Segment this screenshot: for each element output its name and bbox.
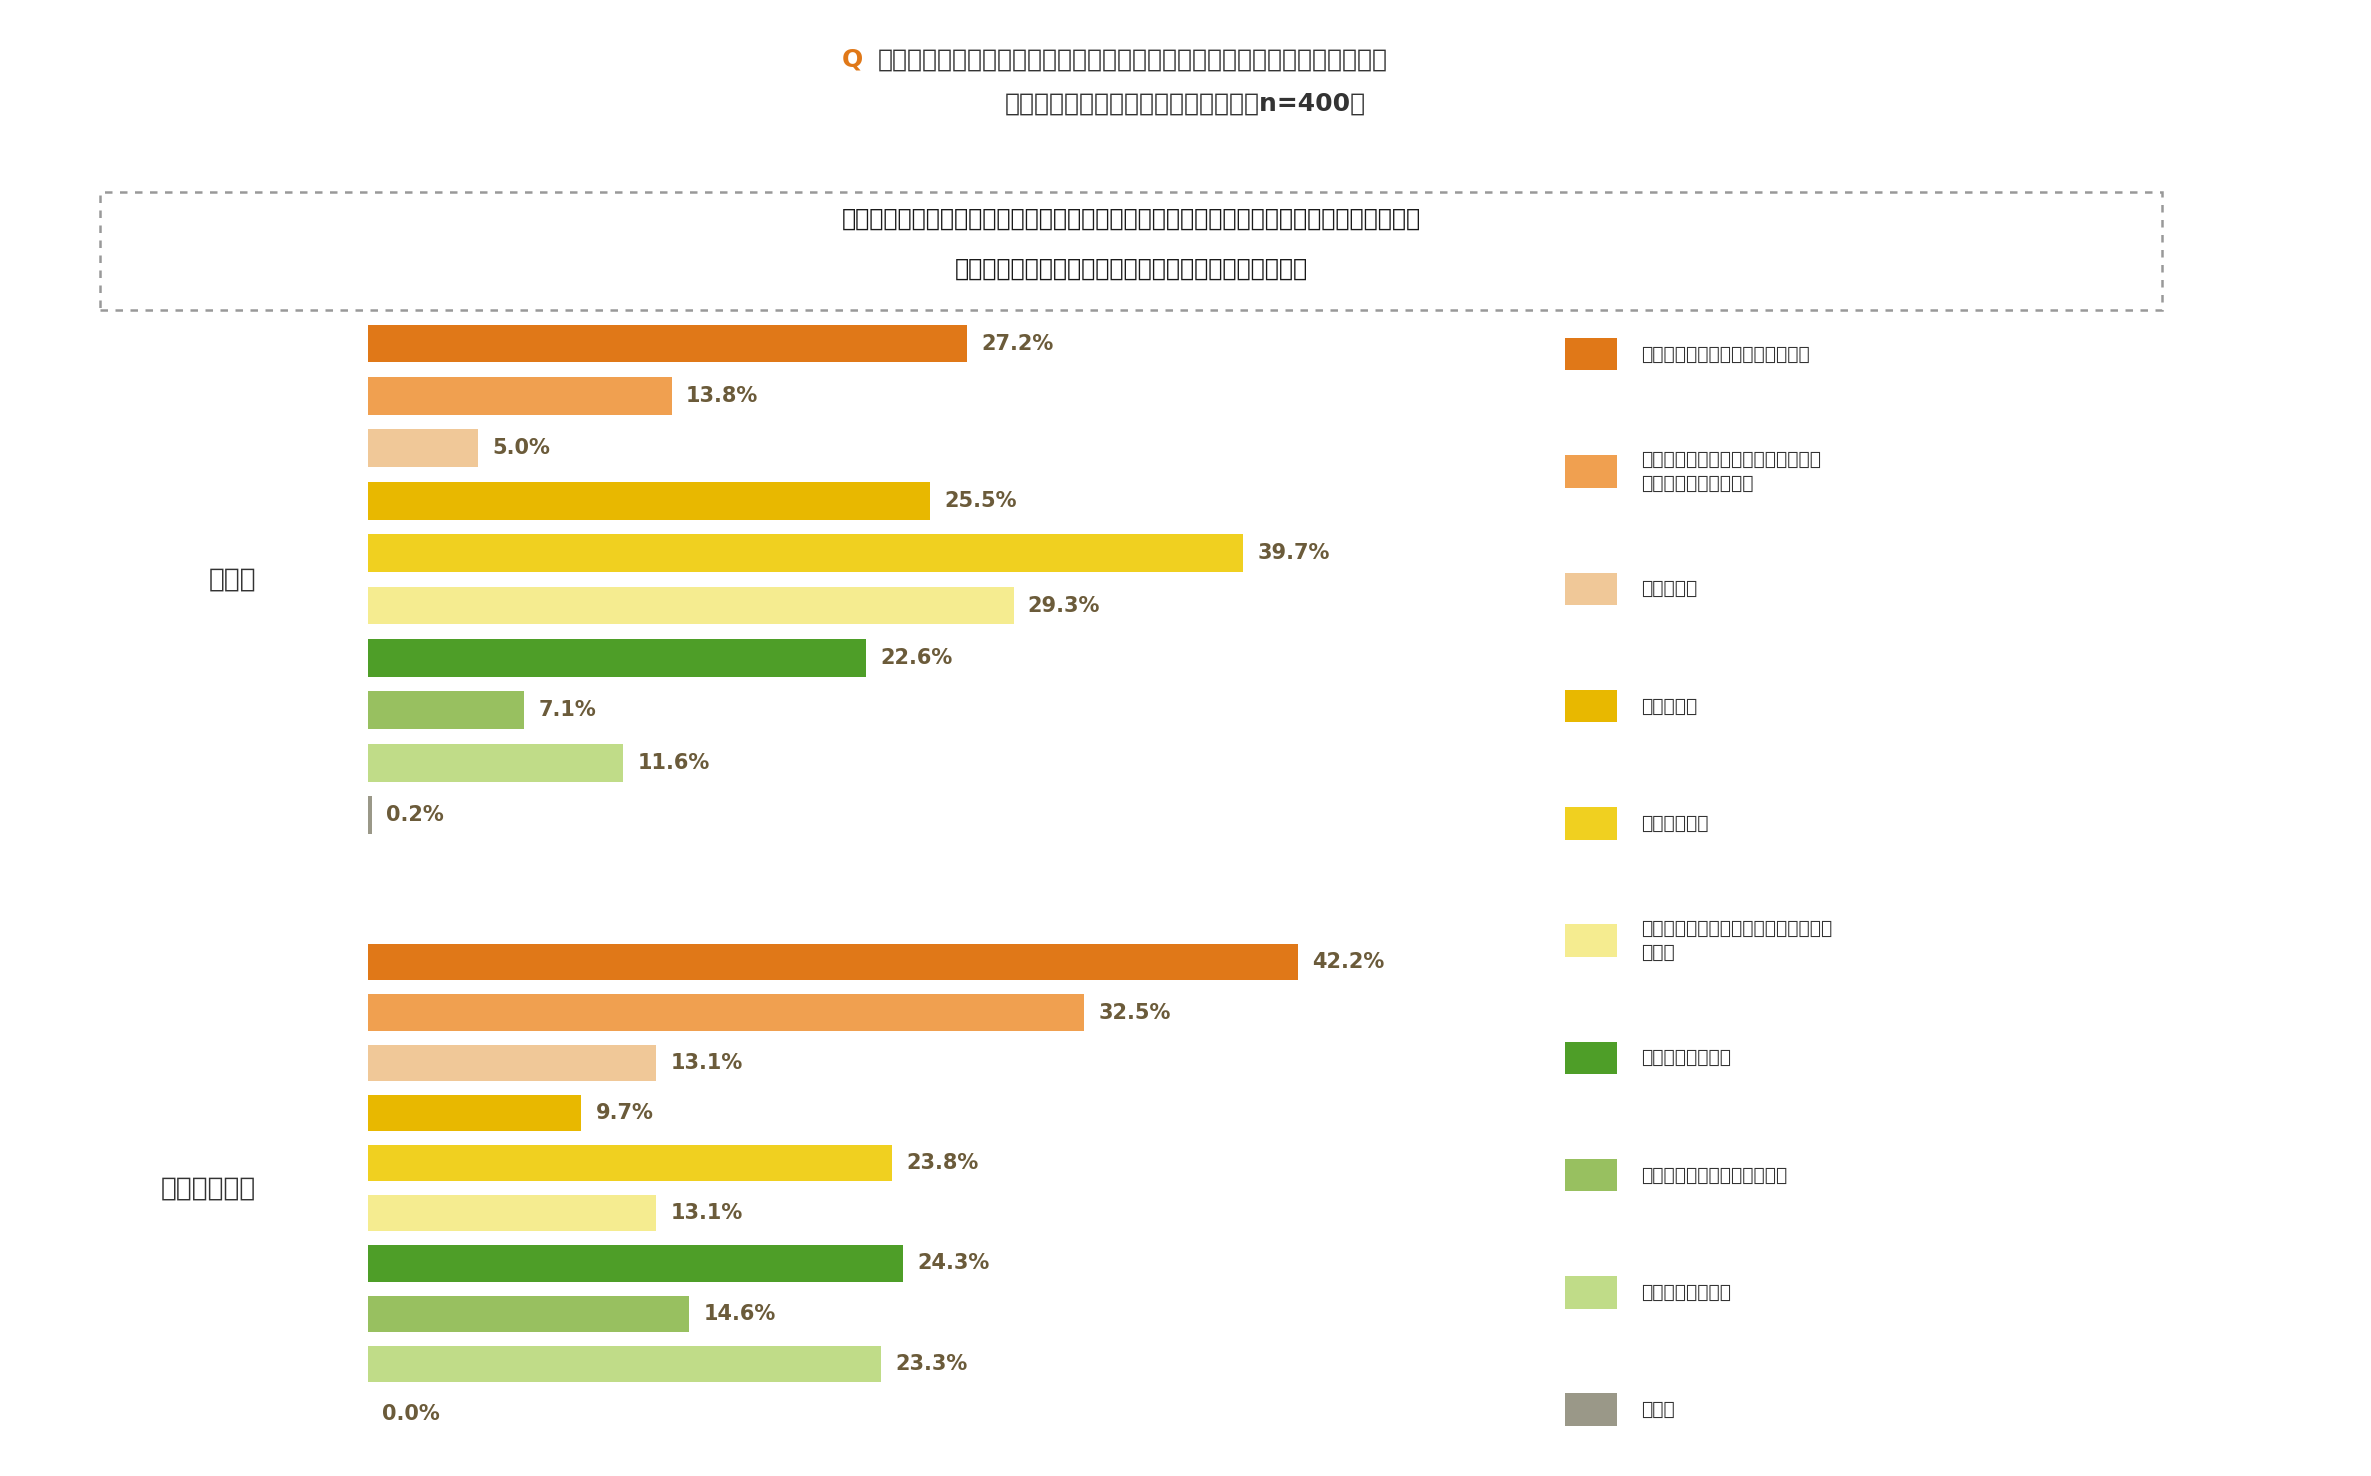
Text: 「実際に感謝の言葉を伝えるなど行動している」と回答した日の行動として: 「実際に感謝の言葉を伝えるなど行動している」と回答した日の行動として: [877, 47, 1387, 71]
Text: 14.6%: 14.6%: [704, 1303, 775, 1324]
Text: Q: Q: [842, 47, 863, 71]
Text: 何かをしてあげる: 何かをしてあげる: [1641, 1283, 1731, 1302]
Bar: [368, 430, 479, 468]
Text: 0.2%: 0.2%: [386, 804, 443, 825]
Bar: [368, 1346, 882, 1382]
Bar: [1565, 455, 1617, 487]
Bar: [368, 1145, 891, 1181]
Bar: [1565, 1159, 1617, 1191]
Text: お花を贈る: お花を贈る: [1641, 697, 1698, 716]
Text: 0.0%: 0.0%: [382, 1404, 439, 1424]
Text: 勤労感謝の日は、言葉で伝えるなどお金をかけずに感謝や労いの気持ちを伝える人が多く、: 勤労感謝の日は、言葉で伝えるなどお金をかけずに感謝や労いの気持ちを伝える人が多く…: [842, 207, 1420, 230]
Bar: [368, 744, 624, 782]
Bar: [368, 586, 1012, 624]
Text: 一緒におでかけや旅行をする: 一緒におでかけや旅行をする: [1641, 1166, 1788, 1185]
Text: 7.1%: 7.1%: [538, 700, 595, 720]
Text: 39.7%: 39.7%: [1257, 543, 1330, 564]
Text: 42.2%: 42.2%: [1311, 952, 1385, 973]
Text: 飲食物を贈る: 飲食物を贈る: [1641, 813, 1707, 832]
Bar: [368, 481, 929, 520]
Bar: [368, 995, 1084, 1030]
Bar: [368, 1045, 657, 1080]
Bar: [1565, 807, 1617, 840]
Text: 母の日はお花や飲食物などのプレゼントを贈る人が多い: 母の日はお花や飲食物などのプレゼントを贈る人が多い: [956, 257, 1306, 280]
Text: 24.3%: 24.3%: [918, 1253, 989, 1274]
Text: 23.3%: 23.3%: [896, 1353, 967, 1374]
Text: 9.7%: 9.7%: [595, 1103, 654, 1123]
Text: 22.6%: 22.6%: [880, 648, 953, 669]
Text: 5.0%: 5.0%: [493, 438, 550, 459]
Text: 23.8%: 23.8%: [906, 1153, 979, 1173]
Bar: [368, 1196, 657, 1231]
Bar: [368, 1246, 903, 1281]
Bar: [368, 945, 1297, 980]
Bar: [1565, 573, 1617, 605]
Text: 一緒に食事をする: 一緒に食事をする: [1641, 1048, 1731, 1067]
Text: 勤労感謝の日: 勤労感謝の日: [161, 1175, 256, 1201]
Bar: [1565, 1042, 1617, 1075]
Bar: [368, 1095, 581, 1131]
Bar: [1565, 689, 1617, 722]
Text: 感謝や労いの言葉を口頭で伝える: 感謝や労いの言葉を口頭で伝える: [1641, 345, 1809, 363]
Text: 32.5%: 32.5%: [1098, 1002, 1171, 1023]
Text: 13.1%: 13.1%: [671, 1052, 742, 1073]
Text: 11.6%: 11.6%: [638, 753, 709, 773]
Bar: [1565, 338, 1617, 370]
Bar: [1565, 1277, 1617, 1309]
Bar: [1565, 1393, 1617, 1426]
Bar: [368, 376, 671, 415]
Text: 29.3%: 29.3%: [1027, 595, 1100, 615]
Bar: [368, 534, 1242, 573]
Text: 手紙・お花・飲食物以外のプレゼント
を贈る: 手紙・お花・飲食物以外のプレゼント を贈る: [1641, 920, 1833, 962]
Bar: [368, 325, 967, 363]
Text: 感謝や労いの言葉をメールなどのモ
バイルツールで伝える: 感謝や労いの言葉をメールなどのモ バイルツールで伝える: [1641, 450, 1821, 493]
Text: 27.2%: 27.2%: [982, 334, 1053, 354]
Text: あてはまるものをお答えください。（n=400）: あてはまるものをお答えください。（n=400）: [1005, 92, 1366, 115]
Bar: [368, 796, 372, 834]
Text: 13.1%: 13.1%: [671, 1203, 742, 1224]
Text: 13.8%: 13.8%: [685, 385, 759, 406]
FancyBboxPatch shape: [100, 192, 2162, 310]
Bar: [368, 1296, 690, 1331]
Text: 母の日: 母の日: [209, 567, 256, 592]
Text: その他: その他: [1641, 1401, 1674, 1418]
Bar: [368, 639, 865, 677]
Text: 25.5%: 25.5%: [944, 490, 1017, 511]
Text: 手紙を贈る: 手紙を贈る: [1641, 579, 1698, 598]
Bar: [368, 691, 524, 729]
Bar: [1565, 924, 1617, 956]
